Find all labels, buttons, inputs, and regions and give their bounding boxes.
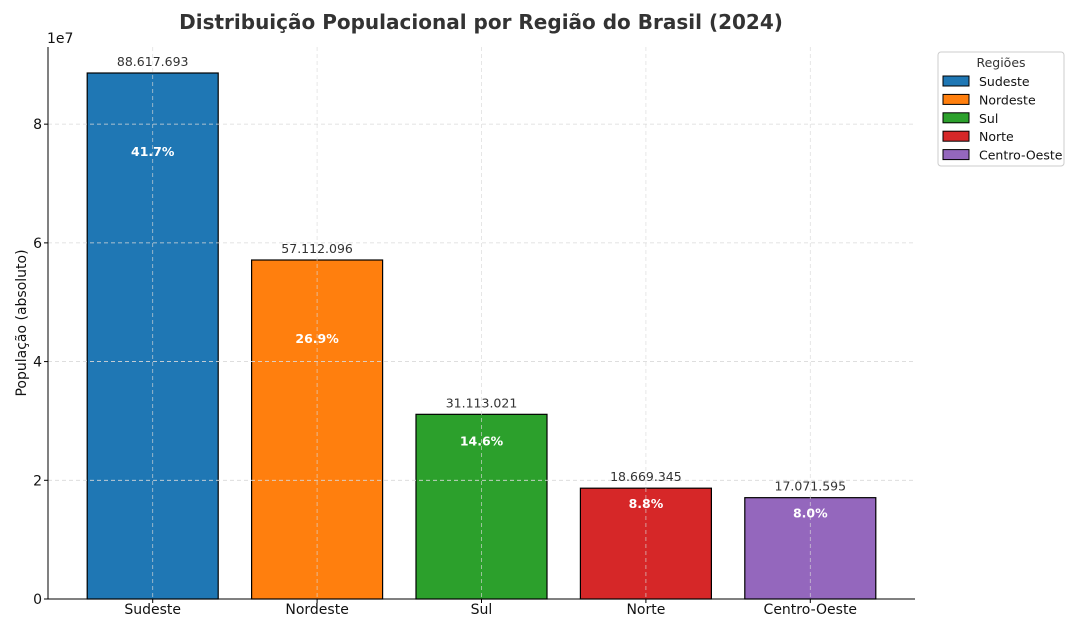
y-tick-label: 6 [33, 236, 42, 252]
bar-value-label: 88.617.693 [117, 54, 189, 69]
y-tick-label: 2 [33, 473, 42, 489]
legend-entry-label: Centro-Oeste [979, 148, 1063, 163]
bar-value-label: 17.071.595 [775, 479, 847, 494]
legend-swatch [942, 93, 970, 105]
bar-nordeste [251, 259, 384, 600]
bar-percent-label: 8.0% [793, 506, 828, 521]
legend-swatch [942, 112, 970, 124]
ticks: 0 2 4 6 8 Sudeste Nordeste Sul Norte Centro-Oeste [33, 117, 857, 618]
bar-value-label: 57.112.096 [281, 241, 353, 256]
legend: Regiões Sudeste Nordeste Sul Norte Centro-Oe… [937, 51, 1065, 167]
bar-percent-label: 8.8% [629, 496, 664, 511]
y-tick-label: 0 [33, 592, 42, 608]
x-tick-label: Norte [626, 602, 665, 618]
legend-swatch [942, 149, 970, 161]
legend-entry-label: Sul [979, 111, 998, 126]
bar-value-label: 18.669.345 [610, 469, 682, 484]
bar-percent-label: 26.9% [295, 331, 339, 346]
y-axis-offset-text: 1e7 [47, 31, 73, 47]
x-tick-label: Sudeste [124, 602, 181, 618]
legend-title: Regiões [976, 55, 1025, 70]
x-tick-label: Nordeste [285, 602, 348, 618]
legend-items: Sudeste Nordeste Sul Norte Centro-Oeste [942, 74, 1063, 163]
bar-value-label: 31.113.021 [446, 395, 518, 410]
legend-swatch [942, 130, 970, 142]
x-tick-label: Sul [471, 602, 493, 618]
legend-entry-label: Nordeste [979, 92, 1036, 107]
bar-percent-label: 14.6% [460, 433, 504, 448]
legend-entry-label: Sudeste [979, 74, 1030, 89]
data-labels: 88.617.693 41.7% 57.112.096 26.9% 31.113.021… [117, 54, 846, 521]
y-axis-label: População (absoluto) [14, 249, 30, 396]
bar-percent-label: 41.7% [131, 144, 175, 159]
grid [48, 47, 915, 599]
chart-title: Distribuição Populacional por Região do … [179, 10, 783, 34]
x-tick-label: Centro-Oeste [764, 602, 858, 618]
y-tick-label: 8 [33, 117, 42, 133]
y-tick-label: 4 [33, 355, 42, 371]
legend-swatch [942, 75, 970, 87]
legend-entry-label: Norte [979, 129, 1014, 144]
